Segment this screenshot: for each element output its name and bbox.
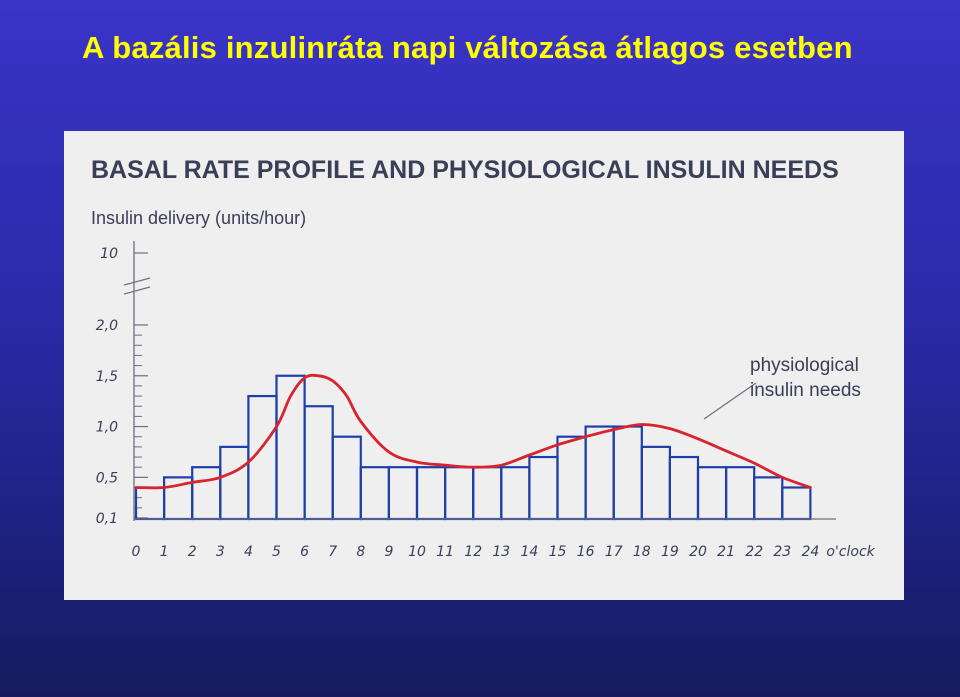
x-tick-label: 16: [577, 544, 595, 560]
x-tick-label: 1: [160, 544, 169, 560]
x-tick-label: 24: [801, 544, 819, 560]
y-tick-label: 0,5: [96, 470, 118, 486]
basal-rate-bar: [753, 476, 784, 521]
x-tick-label: 3: [216, 544, 225, 560]
basal-rate-bar: [191, 466, 222, 521]
x-unit-label: o'clock: [826, 544, 875, 560]
chart-panel: BASAL RATE PROFILE AND PHYSIOLOGICAL INS…: [64, 131, 904, 600]
x-tick-label: 20: [689, 544, 707, 560]
basal-rate-bar: [331, 435, 362, 521]
x-tick-label: 10: [408, 544, 426, 560]
x-tick-label: 8: [356, 544, 365, 560]
y-tick-label: 2,0: [96, 318, 118, 334]
y-axis-ticks: 0,1 0,5 1,0 1,5 2,0 10: [96, 246, 148, 527]
x-tick-label: 9: [384, 544, 393, 560]
basal-rate-bar: [584, 425, 615, 521]
basal-rate-bar: [359, 466, 390, 521]
x-tick-label: 4: [244, 544, 253, 560]
x-axis-ticks: 0 1 2 3 4 5 6 7 8 9 10 11 12 13 14 15 16 17 18 19 20 21 22 23 24…: [132, 544, 876, 560]
x-tick-label: 22: [745, 544, 763, 560]
x-tick-label: 17: [605, 544, 623, 560]
basal-rate-bar: [219, 445, 250, 521]
basal-rate-bar: [696, 466, 728, 521]
basal-rate-bar: [444, 466, 475, 521]
y-tick-label: 1,5: [96, 369, 118, 385]
basal-rate-bar: [415, 466, 447, 521]
annotation-line-2: insulin needs: [750, 380, 861, 401]
basal-rate-bar: [724, 466, 756, 521]
x-tick-label: 14: [520, 544, 538, 560]
x-tick-label: 5: [272, 544, 281, 560]
annotation-line-1: physiological: [750, 355, 859, 376]
chart-title: BASAL RATE PROFILE AND PHYSIOLOGICAL INS…: [91, 156, 839, 184]
y-tick-label: 10: [100, 246, 118, 262]
x-tick-label: 15: [549, 544, 567, 560]
basal-rate-bar: [640, 445, 671, 521]
basal-rate-bar: [134, 486, 166, 521]
x-tick-label: 23: [773, 544, 791, 560]
y-tick-label: 1,0: [96, 420, 118, 436]
x-tick-label: 12: [464, 544, 482, 560]
annotation-leader-line: [703, 382, 757, 420]
basal-rate-bars: [134, 374, 812, 521]
basal-rate-bar: [781, 486, 812, 521]
basal-rate-chart: BASAL RATE PROFILE AND PHYSIOLOGICAL INS…: [91, 156, 876, 560]
x-tick-label: 0: [132, 544, 141, 560]
slide-title: A bazális inzulinráta napi változása átl…: [82, 30, 853, 65]
basal-rate-bar: [668, 455, 700, 521]
x-tick-label: 2: [188, 544, 197, 560]
y-tick-label: 0,1: [96, 511, 118, 527]
physiological-needs-line: [134, 373, 812, 490]
basal-rate-bar: [387, 466, 419, 521]
x-tick-label: 11: [436, 544, 454, 560]
y-axis-break-mark: [123, 286, 151, 295]
basal-rate-bar: [556, 435, 587, 521]
x-tick-label: 18: [633, 544, 651, 560]
y-axis-label: Insulin delivery (units/hour): [91, 208, 306, 228]
x-tick-label: 21: [717, 544, 735, 560]
x-tick-label: 13: [492, 544, 510, 560]
x-tick-label: 7: [328, 544, 337, 560]
basal-rate-bar: [472, 466, 503, 521]
y-axis-break-mark: [123, 277, 151, 286]
x-tick-label: 6: [300, 544, 309, 560]
x-tick-label: 19: [661, 544, 679, 560]
basal-rate-bar: [303, 405, 334, 521]
basal-rate-bar: [528, 455, 559, 521]
physiological-curve: [134, 373, 812, 490]
basal-rate-bar: [612, 425, 643, 521]
basal-rate-bar: [500, 466, 531, 521]
